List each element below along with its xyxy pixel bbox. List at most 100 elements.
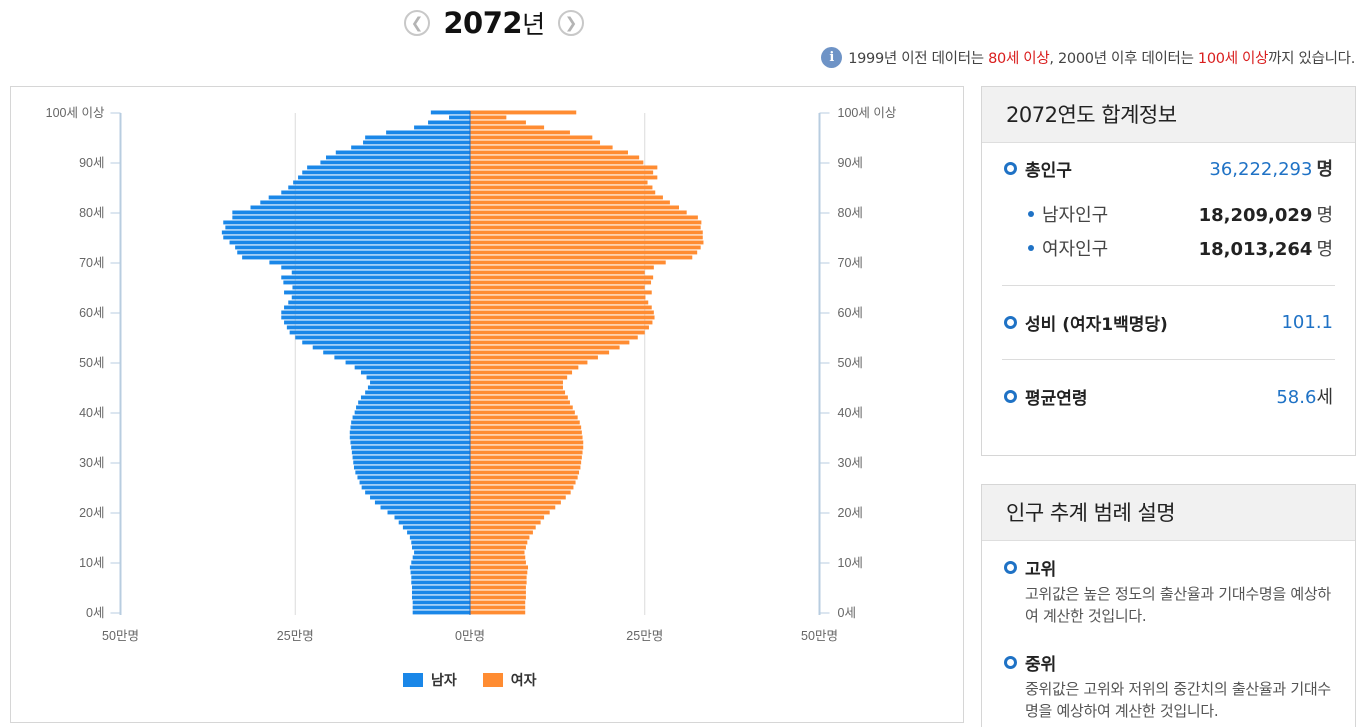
bar-male-age-51[interactable] [334, 355, 470, 360]
bar-male-age-97[interactable] [414, 125, 470, 130]
bar-male-age-90[interactable] [320, 160, 470, 165]
bar-male-age-69[interactable] [281, 265, 470, 270]
bar-female-age-38[interactable] [470, 420, 580, 425]
bar-female-age-6[interactable] [470, 580, 527, 585]
bar-male-age-11[interactable] [412, 555, 470, 560]
bar-male-age-30[interactable] [353, 460, 470, 465]
bar-female-age-22[interactable] [470, 500, 561, 505]
bar-female-age-45[interactable] [470, 385, 563, 390]
bar-male-age-29[interactable] [353, 465, 470, 470]
bar-female-age-72[interactable] [470, 250, 698, 255]
bar-female-age-67[interactable] [470, 275, 654, 280]
bar-male-age-98[interactable] [428, 120, 470, 125]
bar-male-age-95[interactable] [365, 135, 470, 140]
bar-female-age-83[interactable] [470, 195, 663, 200]
bar-female-age-13[interactable] [470, 545, 526, 550]
bar-female-age-12[interactable] [470, 550, 525, 555]
bar-male-age-48[interactable] [360, 370, 470, 375]
bar-female-age-19[interactable] [470, 515, 545, 520]
bar-male-age-86[interactable] [293, 180, 470, 185]
bar-female-age-49[interactable] [470, 365, 579, 370]
bar-male-age-79[interactable] [232, 215, 470, 220]
bar-female-age-75[interactable] [470, 235, 703, 240]
bar-male-age-26[interactable] [359, 480, 470, 485]
bar-female-age-76[interactable] [470, 230, 703, 235]
bar-male-age-49[interactable] [354, 365, 470, 370]
bar-female-age-29[interactable] [470, 465, 581, 470]
bar-female-age-87[interactable] [470, 175, 658, 180]
bar-female-age-82[interactable] [470, 200, 670, 205]
bar-male-age-66[interactable] [283, 280, 470, 285]
bar-female-age-89[interactable] [470, 165, 658, 170]
bar-male-age-65[interactable] [292, 285, 470, 290]
bar-female-age-98[interactable] [470, 120, 526, 125]
bar-female-age-35[interactable] [470, 435, 583, 440]
bar-male-age-34[interactable] [350, 440, 470, 445]
bar-female-age-94[interactable] [470, 140, 601, 145]
bar-male-age-23[interactable] [370, 495, 470, 500]
bar-female-age-21[interactable] [470, 505, 556, 510]
bar-female-age-42[interactable] [470, 400, 570, 405]
bar-female-age-7[interactable] [470, 575, 527, 580]
bar-female-age-74[interactable] [470, 240, 704, 245]
bar-female-age-93[interactable] [470, 145, 613, 150]
bar-female-age-47[interactable] [470, 375, 568, 380]
bar-male-age-76[interactable] [221, 230, 470, 235]
bar-female-age-26[interactable] [470, 480, 576, 485]
bar-male-age-81[interactable] [250, 205, 470, 210]
bar-female-age-46[interactable] [470, 380, 563, 385]
bar-female-age-56[interactable] [470, 330, 645, 335]
bar-male-age-41[interactable] [356, 405, 470, 410]
bar-female-age-4[interactable] [470, 590, 526, 595]
bar-female-age-73[interactable] [470, 245, 701, 250]
bar-male-age-64[interactable] [284, 290, 470, 295]
bar-female-age-50[interactable] [470, 360, 588, 365]
bar-female-age-81[interactable] [470, 205, 680, 210]
bar-male-age-52[interactable] [323, 350, 470, 355]
bar-female-age-15[interactable] [470, 535, 530, 540]
bar-male-age-37[interactable] [350, 425, 470, 430]
bar-male-age-82[interactable] [260, 200, 470, 205]
bar-male-age-59[interactable] [281, 315, 470, 320]
bar-female-age-71[interactable] [470, 255, 693, 260]
bar-male-age-0[interactable] [412, 610, 470, 615]
bar-female-age-63[interactable] [470, 295, 646, 300]
bar-male-age-15[interactable] [409, 535, 470, 540]
bar-male-age-27[interactable] [357, 475, 470, 480]
bar-male-age-56[interactable] [289, 330, 470, 335]
bar-male-age-31[interactable] [352, 455, 470, 460]
bar-female-age-16[interactable] [470, 530, 533, 535]
bar-female-age-34[interactable] [470, 440, 584, 445]
bar-female-age-44[interactable] [470, 390, 566, 395]
bar-male-age-88[interactable] [302, 170, 470, 175]
bar-female-age-91[interactable] [470, 155, 640, 160]
bar-male-age-74[interactable] [229, 240, 470, 245]
bar-female-age-55[interactable] [470, 335, 638, 340]
bar-female-age-92[interactable] [470, 150, 628, 155]
bar-male-age-28[interactable] [355, 470, 470, 475]
bar-male-age-94[interactable] [363, 140, 470, 145]
bar-male-age-61[interactable] [284, 305, 470, 310]
bar-female-age-60[interactable] [470, 310, 654, 315]
bar-female-age-62[interactable] [470, 300, 649, 305]
bar-female-age-32[interactable] [470, 450, 583, 455]
bar-female-age-5[interactable] [470, 585, 526, 590]
bar-male-age-87[interactable] [298, 175, 470, 180]
bar-male-age-80[interactable] [232, 210, 470, 215]
bar-male-age-14[interactable] [411, 540, 470, 545]
bar-male-age-93[interactable] [351, 145, 470, 150]
chevron-left-icon[interactable]: ❮ [404, 10, 430, 36]
bar-male-age-55[interactable] [295, 335, 470, 340]
bar-male-age-3[interactable] [411, 595, 470, 600]
bar-female-age-28[interactable] [470, 470, 580, 475]
bar-male-age-46[interactable] [370, 380, 470, 385]
bar-male-age-84[interactable] [281, 190, 470, 195]
bar-male-age-17[interactable] [402, 525, 470, 530]
bar-male-age-35[interactable] [349, 435, 470, 440]
bar-male-age-36[interactable] [349, 430, 470, 435]
bar-female-age-11[interactable] [470, 555, 526, 560]
bar-male-age-33[interactable] [351, 445, 470, 450]
bar-male-age-7[interactable] [411, 575, 470, 580]
bar-female-age-79[interactable] [470, 215, 698, 220]
bar-female-age-57[interactable] [470, 325, 649, 330]
